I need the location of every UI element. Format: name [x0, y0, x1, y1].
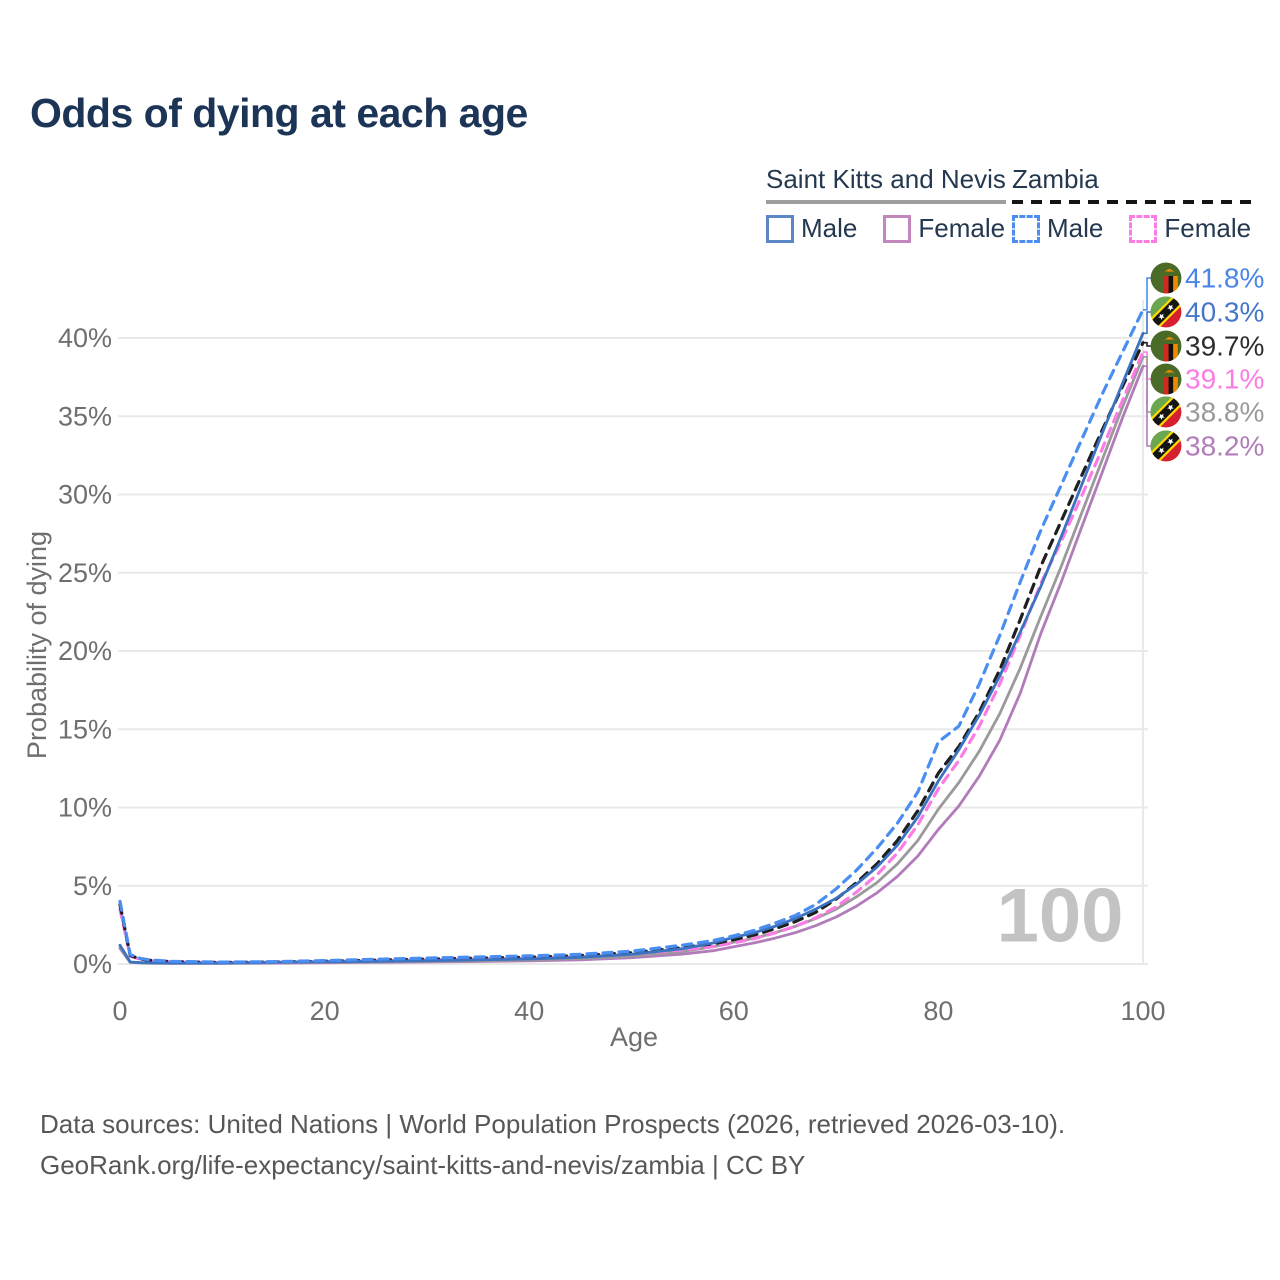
legend-item-zambia-male[interactable]: Male: [1012, 213, 1103, 244]
x-tick-label: 20: [310, 996, 340, 1026]
end-value-label: 39.7%: [1185, 331, 1264, 362]
attribution-line: GeoRank.org/life-expectancy/saint-kitts-…: [40, 1150, 806, 1180]
series-line-zambia-male: [118, 308, 1145, 964]
end-value-label: 40.3%: [1185, 297, 1264, 328]
y-tick-label: 30%: [58, 480, 112, 510]
legend-country-saint-kitts-and-nevis[interactable]: Saint Kitts and Nevis: [766, 164, 1006, 194]
saint-kitts-and-nevis-flag-icon: [1150, 296, 1182, 328]
legend-group-saint-kitts-and-nevis: Saint Kitts and Nevis Male Female: [766, 164, 1006, 244]
end-label-saint-kitts-and-nevis-female: 38.2%: [1150, 430, 1264, 462]
y-tick-label: 10%: [58, 793, 112, 823]
end-label-saint-kitts-and-nevis-male: 40.3%: [1150, 296, 1264, 328]
legend-item-label: Male: [801, 213, 858, 243]
series-line-saint-kitts-and-nevis-male: [118, 331, 1145, 965]
y-tick-label: 0%: [73, 949, 112, 979]
x-tick-label: 40: [514, 996, 544, 1026]
x-tick-label: 100: [1120, 996, 1165, 1026]
end-value-label: 41.8%: [1185, 263, 1264, 294]
end-label-zambia-female: 39.1%: [1150, 363, 1264, 395]
y-tick-label: 5%: [73, 871, 112, 901]
saint-kitts-and-nevis-flag-icon: [1150, 430, 1182, 462]
end-value-label: 39.1%: [1185, 364, 1264, 395]
zambia-flag-icon: [1150, 262, 1182, 294]
end-label-zambia-male: 41.8%: [1150, 262, 1264, 294]
end-value-label: 38.2%: [1185, 431, 1264, 462]
legend-item-zambia-female[interactable]: Female: [1129, 213, 1251, 244]
legend-country-zambia[interactable]: Zambia: [1012, 164, 1099, 194]
x-tick-label: 0: [112, 996, 127, 1026]
end-connector-saint-kitts-and-nevis-male: [1143, 311, 1152, 335]
age-watermark: 100: [997, 874, 1124, 959]
series-line-saint-kitts-and-nevis: [118, 355, 1145, 965]
zambia-flag-icon: [1150, 330, 1182, 362]
y-tick-label: 40%: [58, 323, 112, 353]
saint-kitts-and-nevis-flag-icon: [1150, 396, 1182, 428]
legend-country-line-dashed: [1012, 200, 1252, 204]
x-tick-label: 80: [923, 996, 953, 1026]
y-tick-label: 25%: [58, 558, 112, 588]
legend-item-label: Female: [918, 213, 1006, 243]
legend-country-line-solid: [766, 200, 1006, 204]
data-source-line: Data sources: United Nations | World Pop…: [40, 1109, 1066, 1139]
line-chart: 100 0% 5% 10% 15% 20% 25% 30% 35% 40% 0 20 40 60 80 100…: [22, 262, 1264, 1052]
x-axis-title: Age: [610, 1022, 658, 1052]
zambia-female-swatch-icon: [1129, 214, 1158, 243]
legend-item-label: Male: [1047, 213, 1104, 243]
legend-item-label: Female: [1164, 213, 1252, 243]
y-tick-label: 20%: [58, 636, 112, 666]
y-tick-label: 35%: [58, 401, 112, 431]
zambia-flag-icon: [1150, 363, 1182, 395]
x-tick-label: 60: [719, 996, 749, 1026]
end-label-saint-kitts-and-nevis: 38.8%: [1150, 396, 1264, 428]
series-line-saint-kitts-and-nevis-female: [118, 364, 1145, 965]
skn-male-swatch-icon: [766, 214, 794, 243]
legend-item-skn-male[interactable]: Male: [766, 213, 857, 244]
end-label-zambia: 39.7%: [1150, 330, 1264, 362]
skn-female-swatch-icon: [883, 214, 912, 243]
data-source-note: Data sources: United Nations | World Pop…: [40, 1104, 1065, 1186]
y-tick-label: 15%: [58, 714, 112, 744]
end-connector-saint-kitts-and-nevis-female: [1143, 365, 1152, 447]
end-value-label: 38.8%: [1185, 397, 1264, 428]
series-line-zambia: [118, 341, 1145, 965]
end-connector-zambia-male: [1143, 277, 1152, 311]
gridlines: [118, 300, 1148, 965]
page-title: Odds of dying at each age: [30, 90, 528, 136]
legend-item-skn-female[interactable]: Female: [883, 213, 1005, 244]
end-connector-zambia: [1143, 341, 1152, 347]
legend-group-zambia: Zambia Male Female: [1012, 164, 1252, 244]
y-axis-title: Probability of dying: [22, 531, 52, 759]
zambia-male-swatch-icon: [1012, 214, 1040, 243]
